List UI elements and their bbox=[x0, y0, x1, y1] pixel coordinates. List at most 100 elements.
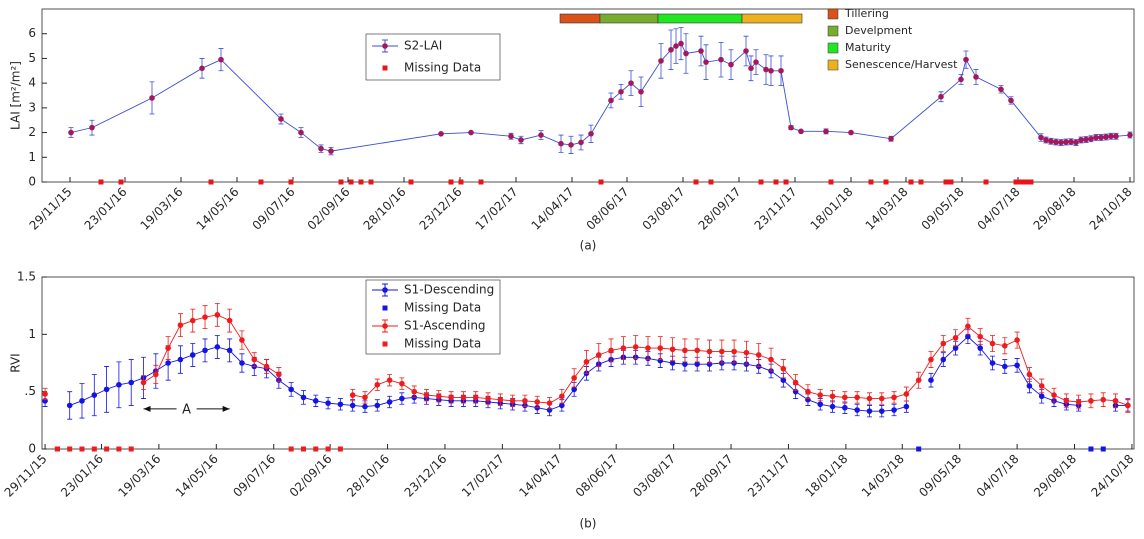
data-point bbox=[682, 361, 688, 367]
data-point bbox=[983, 179, 989, 185]
x-tick-label: 29/08/18 bbox=[1031, 185, 1079, 233]
y-tick-label: .5 bbox=[25, 384, 36, 398]
x-tick-label: 02/09/16 bbox=[305, 185, 353, 233]
x-tick-label: 17/02/17 bbox=[473, 185, 521, 233]
data-point bbox=[468, 129, 474, 136]
data-point bbox=[743, 48, 749, 54]
data-point bbox=[518, 137, 524, 143]
data-point bbox=[91, 392, 98, 398]
data-point bbox=[1108, 133, 1114, 140]
data-point bbox=[325, 400, 331, 406]
data-point bbox=[645, 345, 651, 351]
data-point bbox=[948, 179, 954, 185]
y-tick-label: 2 bbox=[28, 125, 36, 139]
data-point bbox=[325, 446, 331, 452]
data-point bbox=[915, 377, 922, 384]
data-point bbox=[828, 179, 834, 185]
data-point bbox=[595, 352, 602, 358]
data-point bbox=[608, 347, 614, 354]
data-point bbox=[1127, 132, 1133, 138]
data-point bbox=[89, 124, 95, 131]
x-tick-label: 23/12/16 bbox=[417, 185, 465, 233]
data-point bbox=[1093, 134, 1099, 141]
x-tick-label: 04/07/18 bbox=[975, 185, 1023, 233]
data-point bbox=[918, 179, 924, 185]
data-point bbox=[1043, 137, 1049, 143]
data-point bbox=[883, 179, 889, 185]
caption: (a) bbox=[580, 239, 597, 253]
legend-marker bbox=[382, 341, 388, 347]
data-point bbox=[1038, 383, 1045, 389]
x-tick-label: 09/05/18 bbox=[916, 452, 964, 500]
data-point bbox=[189, 352, 196, 358]
data-point bbox=[79, 398, 85, 404]
data-point bbox=[1014, 362, 1020, 369]
data-point bbox=[940, 356, 947, 363]
data-point bbox=[218, 56, 224, 63]
data-point bbox=[189, 317, 196, 324]
series-line bbox=[352, 325, 1129, 406]
data-point bbox=[638, 88, 644, 95]
data-point bbox=[66, 402, 73, 409]
data-point bbox=[251, 356, 258, 363]
x-tick-label: 02/09/16 bbox=[287, 452, 335, 500]
data-point bbox=[276, 371, 282, 378]
data-point bbox=[783, 179, 789, 185]
y-tick-label: 1 bbox=[28, 150, 36, 164]
data-point bbox=[226, 347, 233, 354]
data-point bbox=[399, 380, 405, 387]
x-tick-label: 18/01/18 bbox=[802, 452, 850, 500]
data-point bbox=[678, 40, 684, 47]
data-point bbox=[868, 179, 874, 185]
data-point bbox=[298, 129, 304, 136]
data-point bbox=[328, 148, 334, 154]
data-point bbox=[878, 408, 885, 414]
data-point bbox=[208, 179, 214, 185]
data-point bbox=[583, 359, 590, 365]
data-point bbox=[731, 348, 737, 355]
data-point bbox=[817, 401, 824, 408]
x-tick-label: 24/10/18 bbox=[1089, 452, 1137, 500]
data-point bbox=[977, 333, 983, 340]
legend-label: S2-LAI bbox=[404, 39, 442, 53]
legend-marker bbox=[382, 65, 388, 71]
data-point bbox=[829, 403, 836, 410]
x-tick-label: 29/11/15 bbox=[2, 452, 50, 500]
x-tick-label: 14/03/18 bbox=[863, 185, 911, 233]
x-tick-label: 09/07/16 bbox=[230, 452, 278, 500]
data-point bbox=[214, 344, 221, 350]
x-tick-label: 23/11/17 bbox=[745, 452, 793, 500]
data-point bbox=[1013, 179, 1019, 185]
x-tick-label: 09/05/18 bbox=[919, 185, 967, 233]
data-point bbox=[149, 95, 155, 101]
legend-marker bbox=[382, 43, 388, 49]
y-tick-label: 3 bbox=[28, 100, 36, 114]
x-tick-label: 23/01/16 bbox=[82, 185, 130, 233]
data-point bbox=[958, 76, 964, 83]
data-point bbox=[773, 179, 779, 185]
legend-box bbox=[365, 33, 501, 81]
data-point bbox=[1038, 134, 1044, 141]
data-point bbox=[608, 97, 614, 104]
data-point bbox=[903, 391, 910, 397]
y-axis-label: LAI [m²/m²] bbox=[9, 61, 23, 130]
data-point bbox=[908, 179, 914, 185]
data-point bbox=[706, 348, 713, 355]
phase-legend-swatch bbox=[827, 8, 839, 20]
data-point bbox=[399, 395, 405, 402]
data-point bbox=[668, 46, 674, 53]
data-point bbox=[337, 401, 344, 408]
data-point bbox=[823, 128, 829, 135]
data-point bbox=[116, 446, 122, 452]
data-point bbox=[288, 179, 294, 185]
data-point bbox=[448, 394, 454, 401]
data-point bbox=[888, 135, 894, 142]
x-tick-label: 23/11/17 bbox=[752, 185, 800, 233]
phase-legend-swatch bbox=[827, 59, 839, 71]
data-point bbox=[116, 381, 122, 388]
data-point bbox=[1058, 139, 1064, 146]
x-tick-label: 23/01/16 bbox=[58, 452, 106, 500]
data-point bbox=[1048, 138, 1054, 145]
data-point bbox=[338, 179, 344, 185]
data-point bbox=[768, 67, 774, 74]
